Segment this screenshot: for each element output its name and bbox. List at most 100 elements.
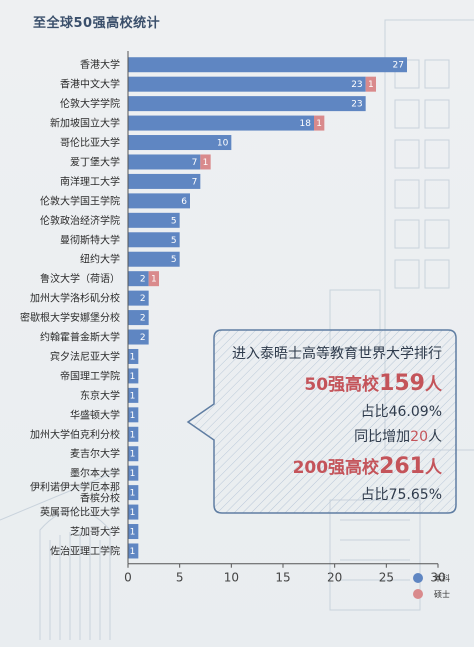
top200-share-text: 占比75.65%	[361, 487, 442, 503]
bar-undergrad-value: 1	[130, 450, 136, 460]
top50-share: 占比46.09%	[361, 404, 442, 420]
bar-undergrad	[128, 387, 139, 403]
bar-undergrad-value: 1	[130, 508, 136, 518]
category-label: 伊利诺伊大学厄本那香槟分校	[30, 481, 120, 505]
x-tick-label: 15	[275, 571, 290, 585]
bar-undergrad	[128, 232, 180, 248]
bar-undergrad-value: 1	[130, 489, 136, 499]
bar-undergrad-value: 2	[140, 314, 146, 324]
bar-undergrad	[128, 446, 139, 462]
x-tick-label: 10	[224, 571, 239, 585]
x-tick-label: 5	[176, 571, 184, 585]
bar-undergrad	[128, 465, 139, 481]
bar-undergrad	[128, 76, 366, 92]
x-tick-label: 20	[327, 571, 342, 585]
bar-master-value: 1	[368, 80, 374, 90]
bar-undergrad-value: 10	[217, 139, 229, 149]
callout-shape	[186, 329, 457, 514]
bar-undergrad-value: 2	[140, 333, 146, 343]
x-tick-label: 30	[430, 571, 445, 585]
bar-undergrad-value: 7	[192, 158, 198, 168]
callout-box: 进入泰晤士高等教育世界大学排行 50强高校159人 占比46.09% 同比增加2…	[186, 329, 457, 514]
bar-undergrad-value: 2	[140, 294, 146, 304]
bar-master	[200, 154, 211, 170]
bar-master	[365, 76, 376, 92]
bar-undergrad	[128, 212, 180, 228]
legend-master-label: 硕士	[434, 589, 450, 599]
category-label: 东京大学	[80, 389, 120, 402]
callout-top200: 200强高校261人	[293, 454, 443, 479]
bar-undergrad-value: 1	[130, 430, 136, 440]
category-label: 新加坡国立大学	[50, 117, 120, 130]
bar-master	[314, 115, 325, 131]
top50-label: 50强高校	[304, 374, 380, 395]
bar-undergrad-value: 23	[351, 100, 362, 110]
bar-undergrad-value: 27	[393, 61, 404, 71]
bar-undergrad	[128, 543, 139, 559]
bar-undergrad-value: 1	[130, 528, 136, 538]
top200-value: 261	[379, 454, 425, 479]
legend-undergrad-swatch	[413, 573, 423, 583]
category-label: 爱丁堡大学	[70, 155, 120, 168]
bar-master-value: 1	[203, 158, 209, 168]
callout-top50: 50强高校159人	[304, 371, 443, 396]
yoy-value: 20	[410, 429, 428, 445]
x-tick-label: 25	[379, 571, 394, 585]
bar-undergrad-value: 7	[192, 177, 198, 187]
top50-value: 159	[379, 371, 425, 396]
category-label: 哥伦比亚大学	[60, 136, 120, 149]
category-label: 麦吉尔大学	[70, 447, 120, 460]
category-label: 英属哥伦比亚大学	[40, 506, 120, 519]
category-label: 加州大学洛杉矶分校	[30, 292, 120, 305]
category-label: 鲁汶大学（荷语）	[40, 272, 120, 285]
bar-undergrad	[128, 271, 149, 287]
callout-yoy: 同比增加20人	[354, 429, 442, 445]
bar-undergrad	[128, 135, 232, 151]
category-label: 帝国理工学院	[60, 369, 120, 382]
bar-undergrad	[128, 154, 201, 170]
top200-share: 占比75.65%	[361, 487, 442, 503]
bar-undergrad	[128, 310, 149, 326]
bar-undergrad	[128, 290, 149, 306]
bar-master-value: 1	[316, 119, 322, 129]
category-label: 华盛顿大学	[70, 408, 120, 421]
legend: 本科 硕士	[413, 573, 450, 599]
bar-undergrad	[128, 193, 190, 209]
bar-undergrad	[128, 251, 180, 267]
category-label: 南洋理工大学	[60, 175, 120, 188]
bar-undergrad	[128, 407, 139, 423]
category-label: 芝加哥大学	[70, 525, 120, 538]
category-label: 伦敦大学国王学院	[40, 194, 120, 207]
bar-undergrad-value: 1	[130, 547, 136, 557]
top200-label: 200强高校	[293, 457, 380, 478]
bar-undergrad	[128, 96, 366, 112]
bar-undergrad-value: 2	[140, 275, 146, 285]
bar-undergrad-value: 1	[130, 391, 136, 401]
bar-undergrad	[128, 57, 407, 73]
bar-undergrad	[128, 348, 139, 364]
bar-master	[148, 271, 159, 287]
legend-master-swatch	[413, 589, 423, 599]
top50-unit: 人	[425, 375, 443, 395]
legend-undergrad-label: 本科	[434, 573, 450, 583]
bar-undergrad	[128, 368, 139, 384]
top200-unit: 人	[425, 458, 443, 478]
bar-undergrad-value: 5	[171, 255, 177, 265]
category-label: 宾夕法尼亚大学	[50, 350, 120, 363]
category-label: 佐治亚理工学院	[50, 544, 120, 557]
category-label: 纽约大学	[80, 253, 120, 266]
callout-line1: 进入泰晤士高等教育世界大学排行	[232, 345, 442, 362]
category-label: 密歇根大学安娜堡分校	[20, 311, 120, 324]
category-label: 曼彻斯特大学	[60, 233, 120, 246]
x-tick-label: 0	[124, 571, 132, 585]
chart-title: 至全球50强高校统计	[33, 16, 161, 31]
bar-undergrad	[128, 426, 139, 442]
category-label: 墨尔本大学	[70, 467, 120, 480]
bar-undergrad	[128, 485, 139, 501]
category-label: 伦敦政治经济学院	[40, 214, 120, 227]
top50-share-text: 占比46.09%	[361, 404, 442, 420]
bar-undergrad	[128, 115, 314, 131]
